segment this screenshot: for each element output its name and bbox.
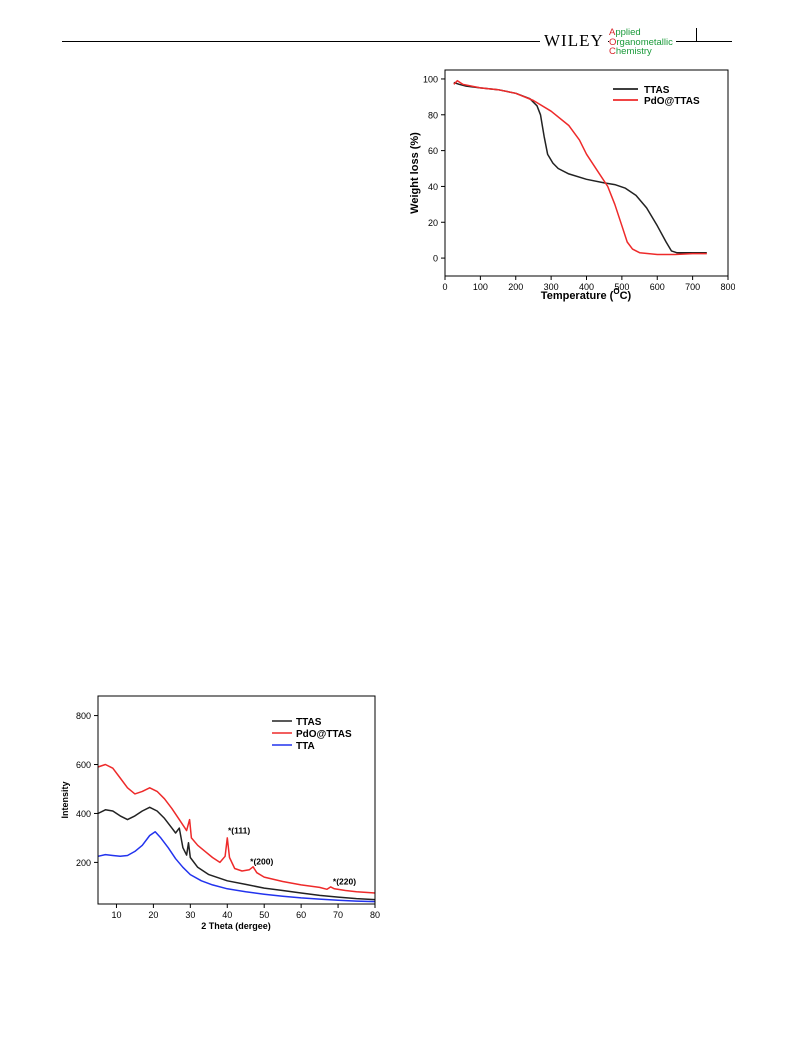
header-rule xyxy=(62,41,732,42)
x-tick-label: 60 xyxy=(296,910,306,920)
y-tick-label: 20 xyxy=(428,218,438,228)
journal-line: Chemistry xyxy=(609,46,652,57)
x-tick-label: 400 xyxy=(579,282,594,292)
x-tick-label: 40 xyxy=(222,910,232,920)
series-line-pdo-ttas xyxy=(453,79,707,256)
y-tick-label: 60 xyxy=(428,146,438,156)
legend-label-pdo-ttas: PdO@TTAS xyxy=(296,729,352,740)
xrd-x-axis-label: 2 Theta (dergee) xyxy=(201,921,271,931)
journal-line: Organometallic xyxy=(609,36,673,48)
xrd-ticks-group: 10 20 30 40 50 60 70 80 200 400 600 800 xyxy=(76,711,380,920)
x-tick-label: 20 xyxy=(148,910,158,920)
y-tick-label: 800 xyxy=(76,711,91,721)
legend-label-tta: TTA xyxy=(296,741,315,752)
x-tick-label: 800 xyxy=(720,282,735,292)
tga-chart: 0 100 200 300 400 500 600 700 800 0 20 40 60 80 100 TT… xyxy=(409,69,735,302)
peak-annotation: *(220) xyxy=(333,876,356,886)
xrd-annotations-group: *(111) *(200) *(220) xyxy=(228,826,356,887)
legend-label-ttas: TTAS xyxy=(644,85,670,96)
x-tick-label: 50 xyxy=(259,910,269,920)
tga-legend: TTAS PdO@TTAS xyxy=(613,85,700,107)
tga-x-axis-label: Temperature (OC) xyxy=(541,287,632,302)
tga-ticks-group: 0 100 200 300 400 500 600 700 800 0 20 40 60 80 100 xyxy=(423,74,735,292)
publisher-logo: WILEY xyxy=(540,32,608,50)
peak-annotation: *(200) xyxy=(250,856,273,866)
journal-line: Applied xyxy=(609,27,641,38)
x-tick-label: 700 xyxy=(685,282,700,292)
xrd-plot-frame xyxy=(97,695,376,905)
x-tick-label: 200 xyxy=(508,282,523,292)
xrd-legend: TTAS PdO@TTAS TTA xyxy=(272,717,352,752)
journal-logo: Applied Organometallic Chemistry xyxy=(609,28,676,57)
xrd-chart: 10 20 30 40 50 60 70 80 200 400 600 800 *(111) *(200… xyxy=(60,695,380,931)
x-tick-label: 300 xyxy=(544,282,559,292)
x-tick-label: 80 xyxy=(370,910,380,920)
y-tick-label: 0 xyxy=(433,254,438,264)
header-tick xyxy=(696,28,697,41)
y-tick-label: 40 xyxy=(428,182,438,192)
series-line-ttas xyxy=(453,81,707,254)
x-tick-label: 100 xyxy=(473,282,488,292)
series-line-ttas xyxy=(97,806,376,901)
x-tick-label: 600 xyxy=(650,282,665,292)
xrd-y-axis-label: Intensity xyxy=(60,781,70,818)
x-tick-label: 70 xyxy=(333,910,343,920)
series-line-tta xyxy=(97,831,376,903)
legend-label-pdo-ttas: PdO@TTAS xyxy=(644,96,700,107)
xrd-series-group xyxy=(97,763,376,903)
tga-y-axis-label: Weight loss (%) xyxy=(409,132,421,214)
peak-annotation: *(111) xyxy=(228,826,250,836)
y-tick-label: 80 xyxy=(428,110,438,120)
x-tick-label: 0 xyxy=(442,282,447,292)
x-tick-label: 10 xyxy=(111,910,121,920)
legend-label-ttas: TTAS xyxy=(296,717,322,728)
y-tick-label: 200 xyxy=(76,858,91,868)
y-tick-label: 400 xyxy=(76,809,91,819)
x-tick-label: 500 xyxy=(614,282,629,292)
x-tick-label: 30 xyxy=(185,910,195,920)
series-line-pdo-ttas xyxy=(97,763,376,894)
tga-series-group xyxy=(453,79,707,256)
y-tick-label: 600 xyxy=(76,760,91,770)
y-tick-label: 100 xyxy=(423,74,438,84)
